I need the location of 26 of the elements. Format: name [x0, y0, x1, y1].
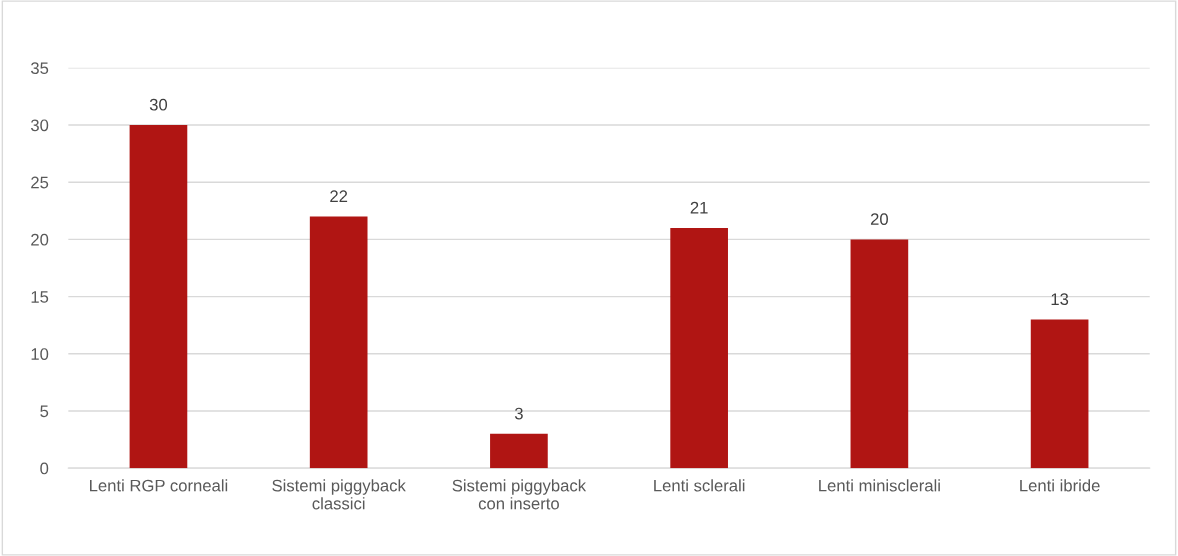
- y-tick-label: 15: [31, 291, 49, 303]
- data-label: 3: [514, 407, 523, 420]
- data-label: 30: [149, 98, 168, 111]
- y-tick-label: 35: [30, 62, 49, 75]
- y-tick-label: 0: [40, 462, 49, 475]
- y-tick-label: 25: [31, 176, 49, 189]
- bar: [129, 125, 188, 469]
- x-tick-label: Sistemi piggyback classici: [272, 479, 406, 510]
- bar: [490, 433, 548, 469]
- y-tick-label: 30: [30, 119, 49, 132]
- bar: [309, 216, 368, 469]
- x-tick-label: Lenti ibride: [1020, 479, 1100, 492]
- x-tick-label: Lenti minisclerali: [819, 479, 940, 492]
- x-tick-label: Lenti sclerali: [654, 479, 745, 492]
- x-tick-label: Sistemi piggyback con inserto: [452, 479, 587, 510]
- data-label: 21: [690, 201, 708, 214]
- data-label: 22: [330, 190, 348, 202]
- bar: [670, 227, 728, 469]
- bar: [850, 239, 909, 469]
- data-label: 13: [1051, 293, 1069, 306]
- y-tick-label: 10: [31, 348, 49, 360]
- x-tick-label: Lenti RGP corneali: [90, 479, 228, 492]
- bar: [1030, 319, 1089, 469]
- data-label: 20: [870, 213, 888, 225]
- y-tick-label: 5: [40, 405, 49, 418]
- y-tick-label: 20: [31, 233, 49, 246]
